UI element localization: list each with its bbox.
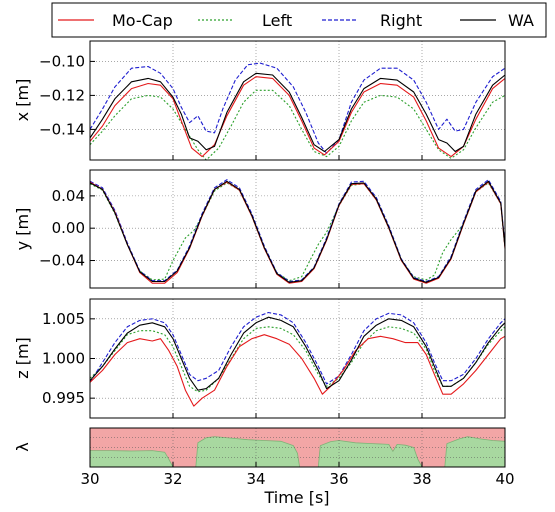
x-tick-label: 36 — [329, 470, 348, 488]
ylabel-x: x [m] — [13, 79, 32, 122]
panel-frame — [89, 427, 506, 468]
y-tick-label: 0.00 — [52, 219, 85, 237]
panel-z: 1.005 1.000 0.995 — [42, 298, 506, 419]
legend-label-wa: WA — [508, 11, 534, 30]
series-line-right — [89, 62, 506, 154]
x-tick-label: 38 — [412, 470, 431, 488]
y-tick-label: −0.12 — [39, 86, 85, 104]
series-line-right — [89, 311, 506, 385]
x-tick-label: 30 — [80, 470, 99, 488]
x-tick-label: 34 — [246, 470, 265, 488]
x-tick-labels: 30 32 34 36 38 40 — [80, 470, 514, 488]
y-tick-label: −0.10 — [39, 52, 85, 70]
ylabel-lambda: λ — [13, 442, 32, 451]
x-tick-label: 32 — [163, 470, 182, 488]
y-tick-label: 0.04 — [52, 187, 85, 205]
panel-y: 0.04 0.00 −0.04 — [39, 169, 506, 289]
panel-lambda — [89, 427, 506, 468]
series-line-wa — [89, 180, 506, 283]
y-tick-label: 0.995 — [42, 389, 85, 407]
x-tick-label: 40 — [495, 470, 514, 488]
series-line-wa — [89, 72, 506, 153]
y-tick-label: 1.005 — [42, 310, 85, 328]
ylabel-z: z [m] — [13, 337, 32, 379]
panel-frame — [89, 169, 506, 289]
legend-label-right: Right — [380, 11, 422, 30]
legend: Mo-Cap Left Right WA — [51, 2, 547, 38]
series-line-left — [89, 326, 506, 393]
lambda-area — [89, 436, 506, 468]
panel-x: −0.10 −0.12 −0.14 — [39, 40, 506, 161]
panel-frame — [89, 40, 506, 161]
series-line-left — [89, 182, 506, 282]
legend-label-left: Left — [262, 11, 292, 30]
series-line-left — [89, 89, 506, 161]
series-line-wa — [89, 316, 506, 391]
y-tick-label: −0.04 — [39, 252, 85, 270]
series-line-mocap — [89, 76, 506, 158]
y-tick-label: 1.000 — [42, 350, 85, 368]
series-line-mocap — [89, 181, 506, 284]
xlabel: Time [s] — [263, 488, 329, 507]
y-tick-label: −0.14 — [39, 120, 85, 138]
panel-frame — [89, 298, 506, 419]
ylabel-y: y [m] — [13, 208, 32, 251]
legend-label-mocap: Mo-Cap — [112, 11, 173, 30]
series-line-right — [89, 179, 506, 283]
series-line-mocap — [89, 334, 506, 407]
